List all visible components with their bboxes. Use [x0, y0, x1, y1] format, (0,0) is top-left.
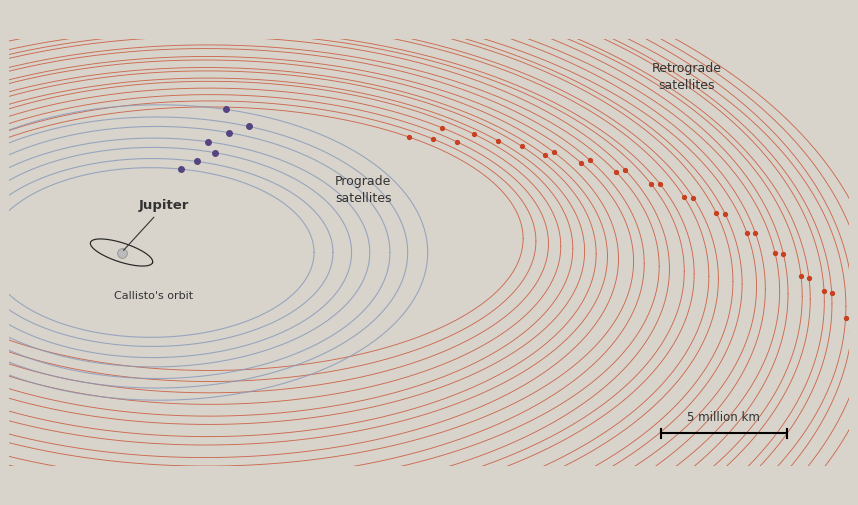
Text: Callisto's orbit: Callisto's orbit: [114, 291, 193, 301]
Text: Jupiter: Jupiter: [124, 199, 190, 250]
Text: 5 million km: 5 million km: [687, 412, 760, 424]
Text: Prograde
satellites: Prograde satellites: [335, 175, 391, 205]
Text: Retrograde
satellites: Retrograde satellites: [651, 62, 722, 92]
